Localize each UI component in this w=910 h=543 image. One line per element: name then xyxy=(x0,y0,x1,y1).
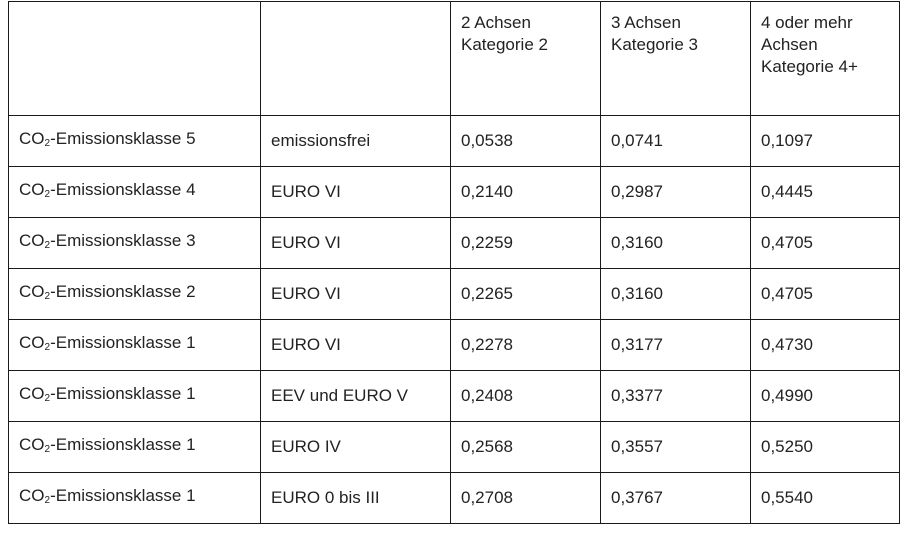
cell-schadstoffklasse: EEV und EURO V xyxy=(260,370,451,422)
header-line: 3 Achsen xyxy=(611,13,681,32)
co2-subscript: 2 xyxy=(44,341,51,353)
table-header-row: 2 Achsen Kategorie 2 3 Achsen Kategorie … xyxy=(8,1,900,116)
cell-emissionsklasse: CO2-Emissionsklasse 3 xyxy=(8,217,261,269)
cell-emissionsklasse: CO2-Emissionsklasse 5 xyxy=(8,115,261,167)
cell-kategorie-2: 0,2568 xyxy=(450,421,601,473)
co2-subscript: 2 xyxy=(44,392,51,404)
table-row: CO2-Emissionsklasse 3 EURO VI 0,2259 0,3160… xyxy=(8,217,900,269)
emissionsklasse-label: -Emissionsklasse 1 xyxy=(50,332,196,352)
table-row: CO2-Emissionsklasse 1 EURO IV 0,2568 0,3557… xyxy=(8,421,900,473)
cell-schadstoffklasse: EURO VI xyxy=(260,268,451,320)
co2-subscript: 2 xyxy=(44,137,51,149)
emissionsklasse-label: -Emissionsklasse 1 xyxy=(50,485,196,505)
cell-kategorie-3: 0,3160 xyxy=(600,217,751,269)
cell-kategorie-3: 0,3767 xyxy=(600,472,751,524)
cell-kategorie-3: 0,0741 xyxy=(600,115,751,167)
table-row: CO2-Emissionsklasse 2 EURO VI 0,2265 0,3160… xyxy=(8,268,900,320)
cell-emissionsklasse: CO2-Emissionsklasse 1 xyxy=(8,421,261,473)
cell-schadstoffklasse: EURO VI xyxy=(260,166,451,218)
emissionsklasse-label: -Emissionsklasse 2 xyxy=(50,281,196,301)
co2-prefix: CO xyxy=(19,281,45,301)
cell-kategorie-3: 0,2987 xyxy=(600,166,751,218)
cell-kategorie-4plus: 0,4730 xyxy=(750,319,900,371)
toll-rate-table: 2 Achsen Kategorie 2 3 Achsen Kategorie … xyxy=(8,1,900,524)
cell-schadstoffklasse: EURO IV xyxy=(260,421,451,473)
cell-kategorie-4plus: 0,5540 xyxy=(750,472,900,524)
cell-emissionsklasse: CO2-Emissionsklasse 4 xyxy=(8,166,261,218)
cell-kategorie-4plus: 0,4705 xyxy=(750,268,900,320)
emissionsklasse-label: -Emissionsklasse 1 xyxy=(50,383,196,403)
header-line: 4 oder mehr xyxy=(761,13,853,32)
cell-kategorie-3: 0,3160 xyxy=(600,268,751,320)
emissionsklasse-label: -Emissionsklasse 1 xyxy=(50,434,196,454)
header-line: Kategorie 2 xyxy=(461,35,548,54)
cell-kategorie-4plus: 0,4705 xyxy=(750,217,900,269)
co2-prefix: CO xyxy=(19,128,45,148)
header-cell-schadstoffklasse xyxy=(260,1,451,116)
header-line: 2 Achsen xyxy=(461,13,531,32)
table-row: CO2-Emissionsklasse 1 EEV und EURO V 0,240… xyxy=(8,370,900,422)
cell-kategorie-3: 0,3557 xyxy=(600,421,751,473)
header-line: Achsen xyxy=(761,35,818,54)
cell-kategorie-2: 0,2708 xyxy=(450,472,601,524)
header-cell-kategorie-2: 2 Achsen Kategorie 2 xyxy=(450,1,601,116)
co2-prefix: CO xyxy=(19,485,45,505)
co2-prefix: CO xyxy=(19,383,45,403)
co2-prefix: CO xyxy=(19,332,45,352)
emissionsklasse-label: -Emissionsklasse 5 xyxy=(50,128,196,148)
cell-emissionsklasse: CO2-Emissionsklasse 2 xyxy=(8,268,261,320)
cell-kategorie-2: 0,2140 xyxy=(450,166,601,218)
cell-kategorie-3: 0,3177 xyxy=(600,319,751,371)
cell-schadstoffklasse: EURO 0 bis III xyxy=(260,472,451,524)
co2-subscript: 2 xyxy=(44,494,51,506)
cell-kategorie-4plus: 0,4990 xyxy=(750,370,900,422)
cell-schadstoffklasse: emissionsfrei xyxy=(260,115,451,167)
header-cell-kategorie-4plus: 4 oder mehr Achsen Kategorie 4+ xyxy=(750,1,900,116)
table-row: CO2-Emissionsklasse 5 emissionsfrei 0,0538… xyxy=(8,115,900,167)
table-row: CO2-Emissionsklasse 1 EURO 0 bis III 0,270… xyxy=(8,472,900,524)
table-row: CO2-Emissionsklasse 4 EURO VI 0,2140 0,2987… xyxy=(8,166,900,218)
cell-emissionsklasse: CO2-Emissionsklasse 1 xyxy=(8,472,261,524)
cell-schadstoffklasse: EURO VI xyxy=(260,217,451,269)
co2-subscript: 2 xyxy=(44,239,51,251)
co2-prefix: CO xyxy=(19,230,45,250)
co2-prefix: CO xyxy=(19,179,45,199)
co2-subscript: 2 xyxy=(44,188,51,200)
header-cell-kategorie-3: 3 Achsen Kategorie 3 xyxy=(600,1,751,116)
cell-kategorie-3: 0,3377 xyxy=(600,370,751,422)
table-row: CO2-Emissionsklasse 1 EURO VI 0,2278 0,3177… xyxy=(8,319,900,371)
cell-emissionsklasse: CO2-Emissionsklasse 1 xyxy=(8,370,261,422)
cell-kategorie-2: 0,2259 xyxy=(450,217,601,269)
co2-subscript: 2 xyxy=(44,290,51,302)
cell-kategorie-4plus: 0,1097 xyxy=(750,115,900,167)
cell-kategorie-2: 0,2408 xyxy=(450,370,601,422)
cell-kategorie-4plus: 0,5250 xyxy=(750,421,900,473)
emissionsklasse-label: -Emissionsklasse 3 xyxy=(50,230,196,250)
table-body: CO2-Emissionsklasse 5 emissionsfrei 0,0538… xyxy=(8,115,900,524)
header-line: Kategorie 3 xyxy=(611,35,698,54)
cell-kategorie-2: 0,2278 xyxy=(450,319,601,371)
cell-kategorie-2: 0,0538 xyxy=(450,115,601,167)
cell-schadstoffklasse: EURO VI xyxy=(260,319,451,371)
header-line: Kategorie 4+ xyxy=(761,57,858,76)
co2-prefix: CO xyxy=(19,434,45,454)
header-cell-emissionsklasse xyxy=(8,1,261,116)
cell-kategorie-4plus: 0,4445 xyxy=(750,166,900,218)
emissionsklasse-label: -Emissionsklasse 4 xyxy=(50,179,196,199)
cell-emissionsklasse: CO2-Emissionsklasse 1 xyxy=(8,319,261,371)
co2-subscript: 2 xyxy=(44,443,51,455)
cell-kategorie-2: 0,2265 xyxy=(450,268,601,320)
